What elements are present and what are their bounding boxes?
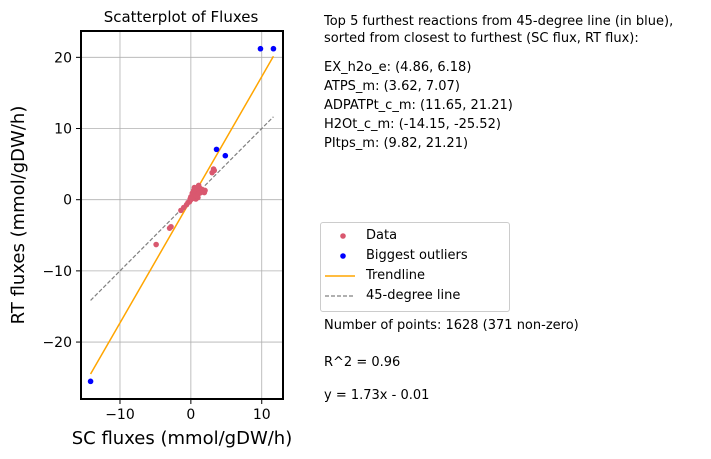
y-tick-label: 0 xyxy=(63,193,72,209)
legend-label: Data xyxy=(366,228,398,243)
data-point xyxy=(193,193,200,199)
series-lines xyxy=(89,55,275,375)
legend-item-identity: 45-degree line xyxy=(321,286,509,306)
data-point xyxy=(168,223,174,230)
x-tick-label: −10 xyxy=(105,407,135,423)
trendline xyxy=(89,55,275,375)
x-tick-label: 0 xyxy=(186,407,195,423)
outlier-item: H2Ot_c_m: (-14.15, -25.52) xyxy=(324,117,501,132)
outlier-heading-line2: sorted from closest to furthest (SC flux… xyxy=(324,31,639,46)
legend-marker-identity xyxy=(325,295,355,297)
points-count: Number of points: 1628 (371 non-zero) xyxy=(324,318,579,333)
outlier-item: ATPS_m: (3.62, 7.07) xyxy=(324,79,460,94)
grid xyxy=(81,31,283,399)
r-squared: R^2 = 0.96 xyxy=(324,355,401,370)
outlier-list: EX_h2o_e: (4.86, 6.18) ATPS_m: (3.62, 7.… xyxy=(324,58,513,153)
y-tick-label: −20 xyxy=(42,335,72,351)
legend-item-data: Data xyxy=(321,226,509,246)
outlier-item: PItps_m: (9.82, 21.21) xyxy=(324,136,469,151)
trend-equation: y = 1.73x - 0.01 xyxy=(324,388,430,403)
data-point xyxy=(191,184,198,191)
data-point xyxy=(211,167,218,174)
legend-item-trendline: Trendline xyxy=(321,266,509,286)
axis-ticks: −10 0 10 −20 −10 0 10 20 xyxy=(42,50,270,423)
legend-marker-outliers xyxy=(340,253,346,259)
data-point xyxy=(188,194,194,200)
outlier-heading-line1: Top 5 furthest reactions from 45-degree … xyxy=(324,14,674,29)
outlier-point xyxy=(87,378,94,385)
y-tick-label: 20 xyxy=(54,50,72,66)
outlier-point xyxy=(257,45,264,52)
y-tick-label: −10 xyxy=(42,264,72,280)
data-point xyxy=(201,189,208,196)
y-tick-label: 10 xyxy=(54,122,72,138)
outlier-item: ADPATPt_c_m: (11.65, 21.21) xyxy=(324,98,513,113)
outlier-heading: Top 5 furthest reactions from 45-degree … xyxy=(324,13,673,47)
data-point xyxy=(153,241,159,248)
legend-label: Biggest outliers xyxy=(366,248,468,263)
chart-title: Scatterplot of Fluxes xyxy=(104,8,259,26)
outlier-item: EX_h2o_e: (4.86, 6.18) xyxy=(324,60,472,75)
legend-label: 45-degree line xyxy=(366,288,461,303)
legend-marker-data xyxy=(340,233,346,239)
outlier-point xyxy=(213,146,220,153)
outlier-point xyxy=(270,45,277,52)
data-points xyxy=(87,45,277,385)
scatter-chart: Scatterplot of Fluxes −10 0 10−20−1001020 … xyxy=(8,8,292,449)
x-axis-label: SC fluxes (mmol/gDW/h) xyxy=(72,428,292,449)
legend-item-outliers: Biggest outliers xyxy=(321,246,509,266)
legend: Data Biggest outliers Trendline 45-degre… xyxy=(320,222,510,312)
legend-label: Trendline xyxy=(366,268,426,283)
y-axis-label: RT fluxes (mmol/gDW/h) xyxy=(8,106,29,325)
x-tick-label: 10 xyxy=(253,407,271,423)
outlier-point xyxy=(222,152,229,159)
data-point xyxy=(195,182,202,189)
legend-marker-trendline xyxy=(325,275,355,277)
plot-frame xyxy=(80,30,284,400)
